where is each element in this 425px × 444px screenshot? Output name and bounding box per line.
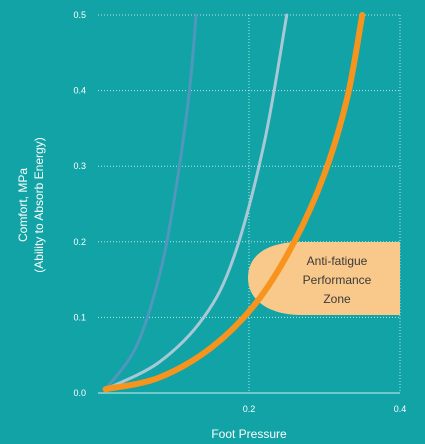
- x-tick-label-1: 0.4: [394, 404, 407, 414]
- x-tick-label-0: 0.2: [243, 404, 256, 414]
- y-tick-label-5: 0.5: [73, 10, 86, 20]
- y-tick-label-3: 0.3: [73, 161, 86, 171]
- series-line-2: [104, 13, 289, 391]
- chart-series: [102, 12, 366, 393]
- zone-label-line-2: Performance: [303, 273, 372, 287]
- series-line-1: [104, 13, 198, 391]
- zone-label-line-3: Zone: [323, 292, 351, 306]
- y-tick-label-4: 0.4: [73, 86, 86, 96]
- x-axis-label: Foot Pressure: [211, 427, 287, 441]
- zone-label-line-1: Anti-fatigue: [307, 254, 368, 268]
- y-axis-label-line-1: Comfort, MPa: [16, 168, 30, 242]
- y-tick-label-2: 0.2: [73, 237, 86, 247]
- y-tick-label-1: 0.1: [73, 312, 86, 322]
- tick-labels: 0.0 0.1 0.2 0.3 0.4 0.5 0.2 0.4: [73, 10, 406, 414]
- y-tick-label-0: 0.0: [73, 388, 86, 398]
- y-axis-label-line-2: (Ability to Absorb Energy): [32, 137, 46, 272]
- performance-zone-labels: Anti-fatigue Performance Zone: [303, 254, 372, 306]
- series-line-3: [102, 12, 366, 393]
